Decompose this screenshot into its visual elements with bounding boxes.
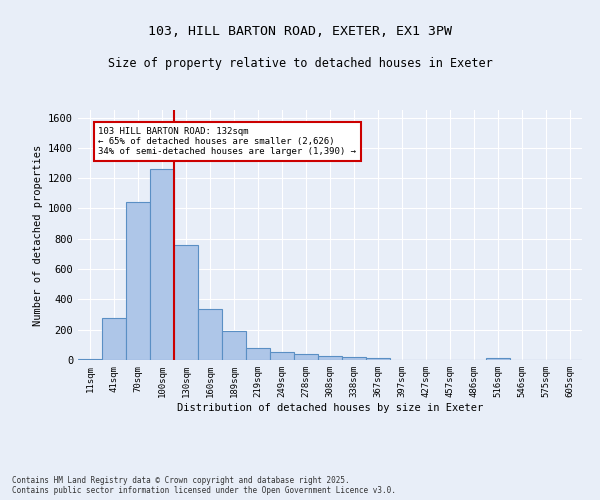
Bar: [102, 318, 126, 360]
Bar: [78, 359, 102, 360]
Text: 103 HILL BARTON ROAD: 132sqm
← 65% of detached houses are smaller (2,626)
34% of: 103 HILL BARTON ROAD: 132sqm ← 65% of de…: [98, 126, 356, 156]
Bar: [222, 331, 246, 360]
Y-axis label: Number of detached properties: Number of detached properties: [32, 144, 43, 326]
Bar: [150, 169, 174, 360]
Bar: [366, 358, 390, 360]
Bar: [294, 354, 318, 360]
Bar: [174, 245, 198, 360]
Text: 103, HILL BARTON ROAD, EXETER, EX1 3PW: 103, HILL BARTON ROAD, EXETER, EX1 3PW: [148, 25, 452, 38]
Bar: [246, 348, 270, 360]
Text: Contains HM Land Registry data © Crown copyright and database right 2025.
Contai: Contains HM Land Registry data © Crown c…: [12, 476, 396, 495]
Bar: [126, 202, 150, 360]
X-axis label: Distribution of detached houses by size in Exeter: Distribution of detached houses by size …: [177, 402, 483, 412]
Bar: [342, 357, 366, 360]
Bar: [318, 356, 342, 360]
Bar: [270, 352, 294, 360]
Text: Size of property relative to detached houses in Exeter: Size of property relative to detached ho…: [107, 58, 493, 70]
Bar: [198, 309, 222, 360]
Bar: [486, 358, 510, 360]
